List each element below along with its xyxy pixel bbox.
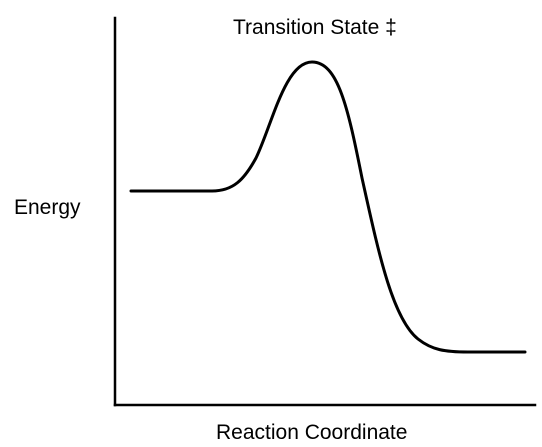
reaction-energy-curve <box>129 60 527 354</box>
x-axis-label: Reaction Coordinate <box>216 421 408 444</box>
transition-state-label: Transition State ‡ <box>233 16 397 39</box>
y-axis-label: Energy <box>14 196 81 219</box>
